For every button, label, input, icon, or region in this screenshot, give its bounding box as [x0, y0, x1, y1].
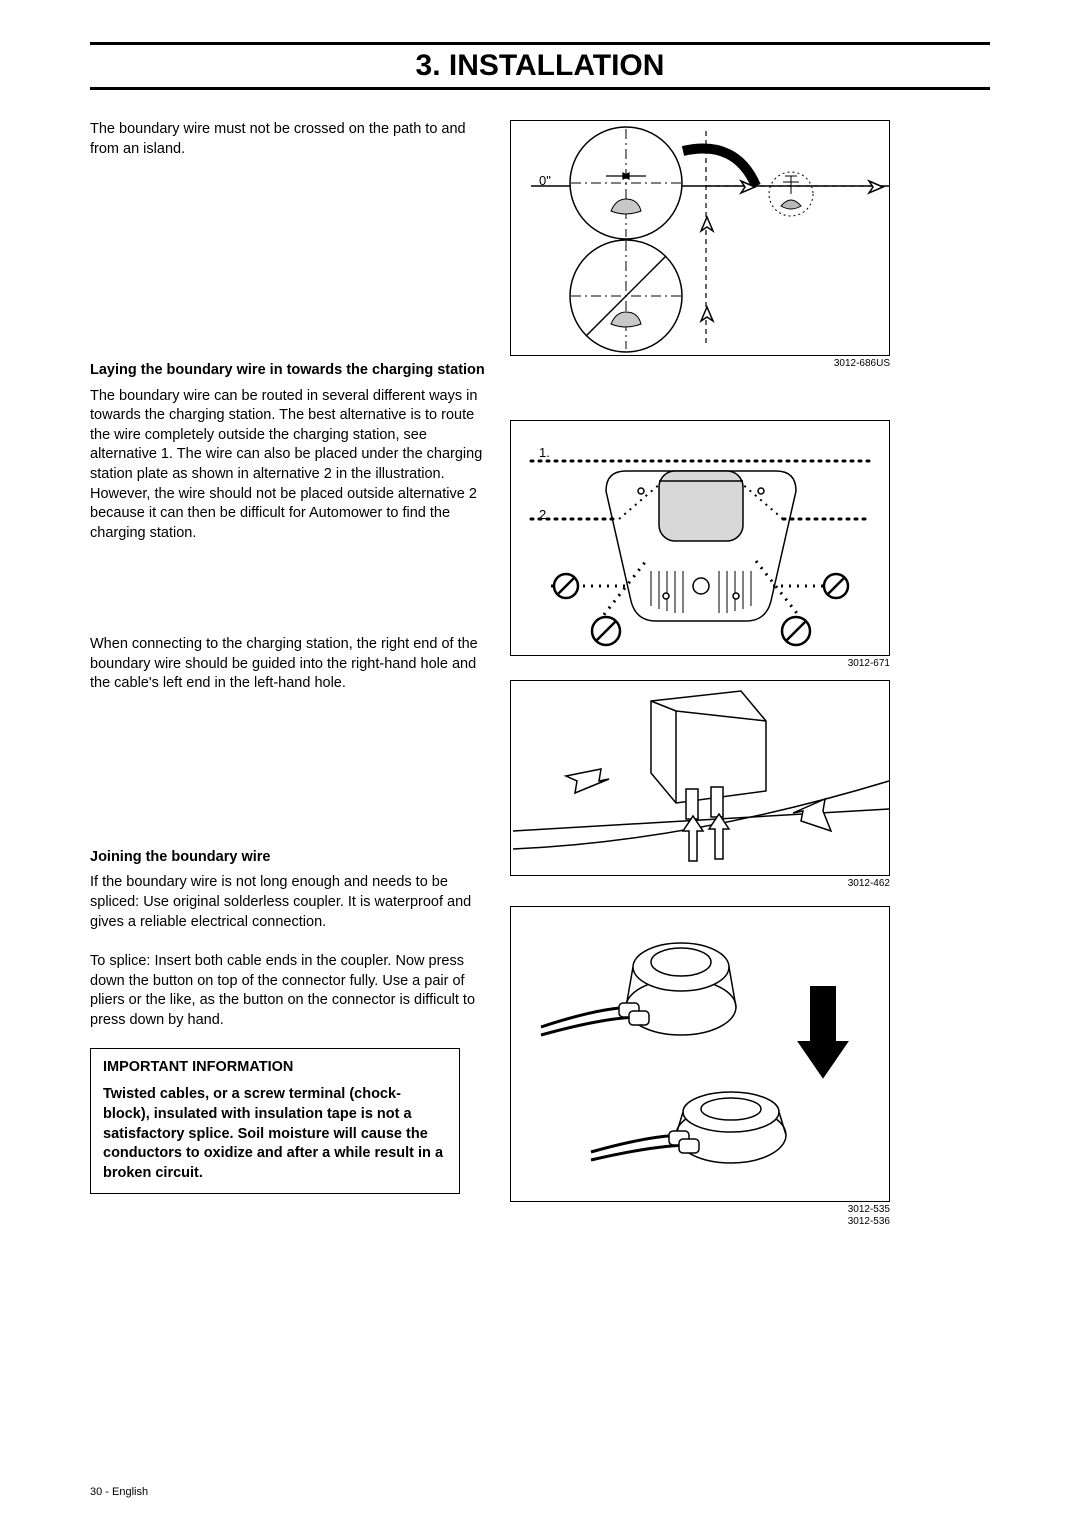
- left-column: The boundary wire must not be crossed on…: [90, 120, 490, 1194]
- chapter-title: 3. INSTALLATION: [90, 47, 990, 90]
- figure-island-path: 0": [510, 120, 890, 356]
- fig1-caption: 3012-686US: [510, 358, 890, 369]
- figure-connect-svg: [511, 681, 891, 877]
- laying-para-1: The boundary wire can be routed in sever…: [90, 387, 490, 544]
- fig4-caption-top: 3012-535: [510, 1204, 890, 1215]
- rule-top: [90, 42, 990, 45]
- laying-heading: Laying the boundary wire in towards the …: [90, 361, 490, 381]
- content-area: The boundary wire must not be crossed on…: [90, 120, 990, 1194]
- figure-charging-station-wiring: 1. 2.: [510, 420, 890, 656]
- joining-para-2: To splice: Insert both cable ends in the…: [90, 952, 490, 1030]
- intro-para: The boundary wire must not be crossed on…: [90, 120, 490, 159]
- fig4-caption-bottom: 3012-536: [510, 1216, 890, 1227]
- important-info-box: IMPORTANT INFORMATION Twisted cables, or…: [90, 1048, 460, 1194]
- figure-charging-station-svg: [511, 421, 891, 657]
- infobox-body: Twisted cables, or a screw terminal (cho…: [103, 1085, 447, 1183]
- figure-coupler: [510, 906, 890, 1202]
- fig2-label-2: 2.: [539, 507, 550, 522]
- joining-para-1: If the boundary wire is not long enough …: [90, 873, 490, 932]
- figure-coupler-svg: [511, 907, 891, 1203]
- page: 3. INSTALLATION The boundary wire must n…: [0, 0, 1080, 1528]
- figure-connect-ends: [510, 680, 890, 876]
- fig3-caption: 3012-462: [510, 878, 890, 889]
- page-footer: 30 - English: [90, 1486, 148, 1498]
- laying-para-2: When connecting to the charging station,…: [90, 635, 490, 694]
- infobox-heading: IMPORTANT INFORMATION: [103, 1059, 447, 1075]
- joining-heading: Joining the boundary wire: [90, 848, 490, 868]
- fig2-caption: 3012-671: [510, 658, 890, 669]
- fig1-label-zero: 0": [539, 173, 551, 188]
- fig2-label-1: 1.: [539, 445, 550, 460]
- figure-island-path-svg: [511, 121, 891, 357]
